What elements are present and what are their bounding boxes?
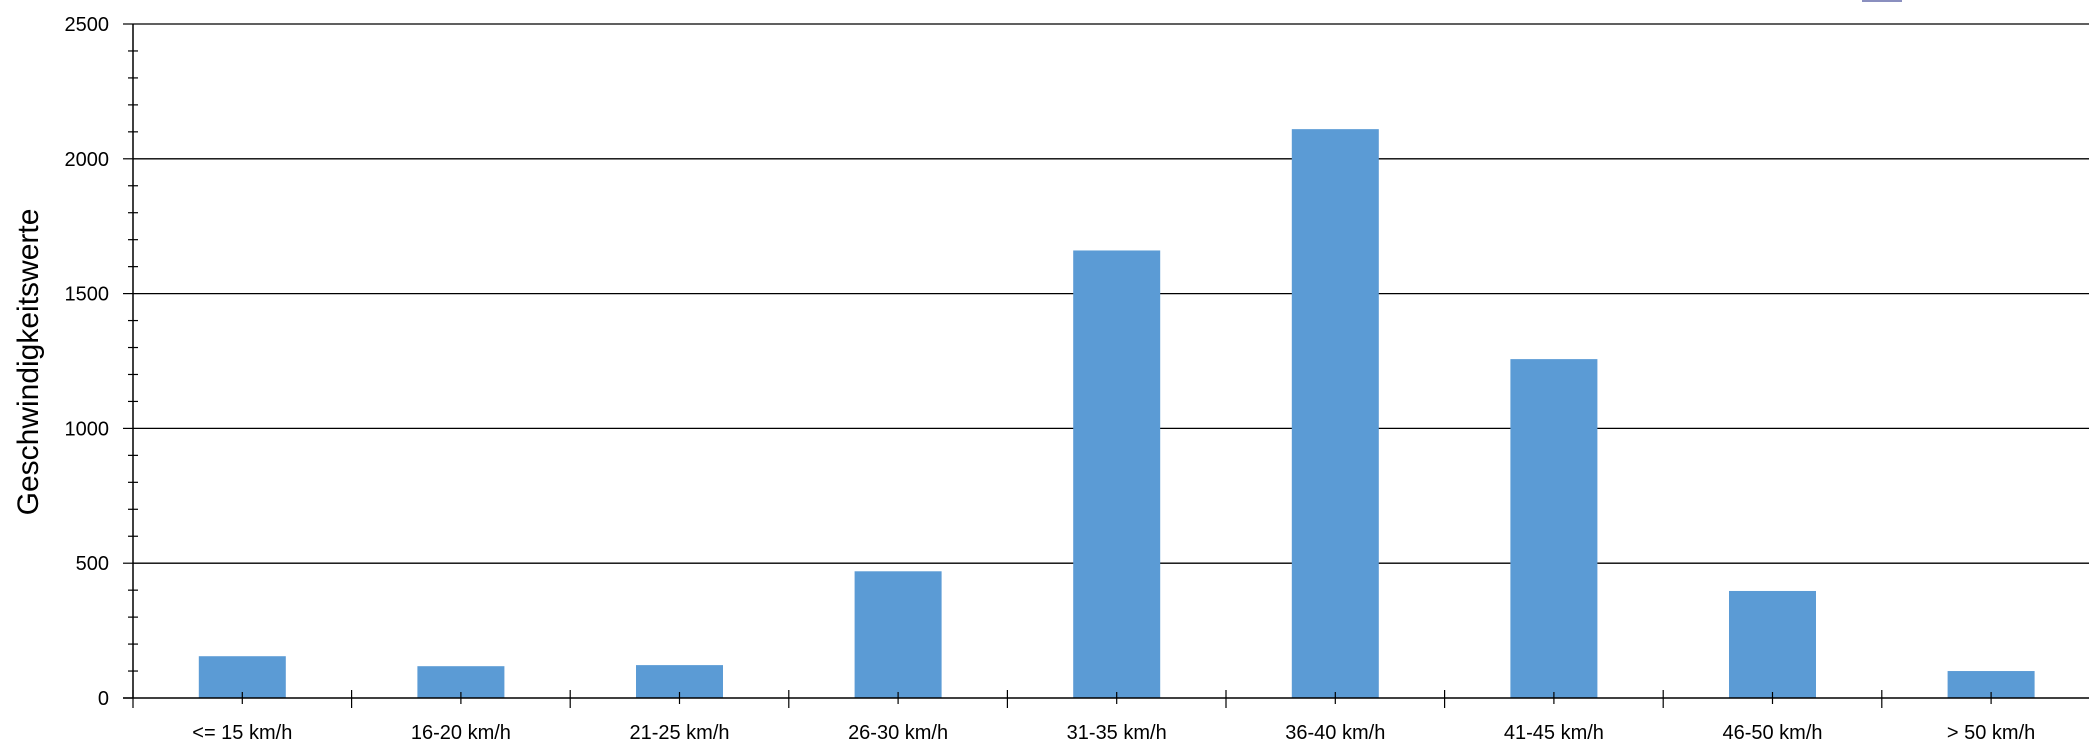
x-category-label: 21-25 km/h bbox=[629, 722, 729, 744]
legend-swatch bbox=[1862, 0, 1902, 2]
x-category-label: 46-50 km/h bbox=[1722, 722, 1822, 744]
x-category-label: > 50 km/h bbox=[1947, 722, 2035, 744]
x-category-label: 41-45 km/h bbox=[1504, 722, 1604, 744]
y-tick-label: 0 bbox=[98, 688, 109, 710]
x-category-labels: <= 15 km/h 16-20 km/h 21-25 km/h 26-30 km/h… bbox=[192, 722, 2035, 744]
y-tick-label: 1500 bbox=[65, 284, 110, 306]
bar bbox=[1729, 590, 1816, 698]
y-axis-title: Geschwindigkeitswerte bbox=[12, 209, 45, 516]
bar bbox=[854, 571, 942, 698]
bar bbox=[1291, 129, 1379, 699]
legend-fragment bbox=[1862, 0, 1902, 2]
y-tick-labels: 0 500 1000 1500 2000 2500 bbox=[65, 14, 110, 710]
x-category-label: 16-20 km/h bbox=[411, 722, 511, 744]
y-tick-label: 2000 bbox=[65, 149, 110, 171]
x-category-label: 31-35 km/h bbox=[1067, 722, 1167, 744]
bar bbox=[1073, 250, 1161, 699]
y-tick-label: 2500 bbox=[65, 14, 110, 36]
x-category-label: 26-30 km/h bbox=[848, 722, 948, 744]
bar bbox=[1510, 359, 1598, 698]
bars-group bbox=[198, 129, 2035, 699]
y-tick-label: 500 bbox=[76, 553, 109, 575]
x-category-label: 36-40 km/h bbox=[1285, 722, 1385, 744]
x-category-label: <= 15 km/h bbox=[192, 722, 292, 744]
bar bbox=[198, 656, 286, 698]
y-tick-label: 1000 bbox=[65, 418, 110, 440]
axes-group bbox=[123, 23, 2089, 708]
